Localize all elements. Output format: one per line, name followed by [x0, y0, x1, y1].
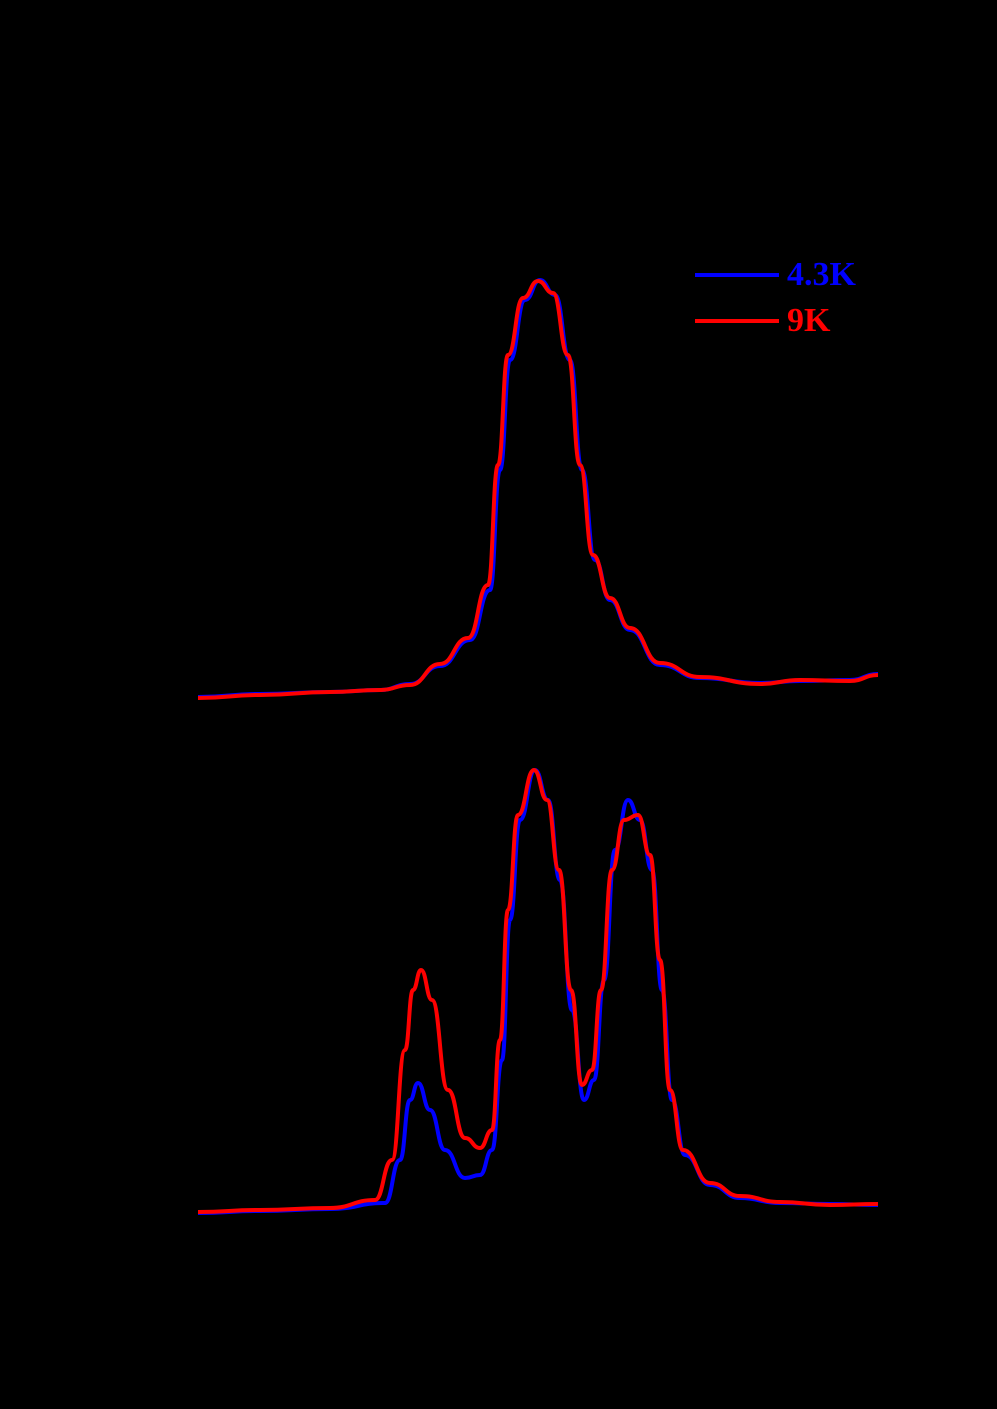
legend-swatch-blue — [695, 273, 779, 277]
legend-item-4-3k: 4.3K — [695, 252, 856, 298]
legend-item-9k: 9K — [695, 298, 856, 344]
bottom-series-4-3k — [197, 768, 879, 1215]
legend-swatch-red — [695, 319, 779, 323]
legend: 4.3K 9K — [695, 252, 856, 344]
legend-label: 4.3K — [787, 256, 856, 293]
bottom-series-9k — [197, 768, 879, 1214]
legend-label: 9K — [787, 302, 831, 339]
top-series-9k — [197, 279, 879, 700]
